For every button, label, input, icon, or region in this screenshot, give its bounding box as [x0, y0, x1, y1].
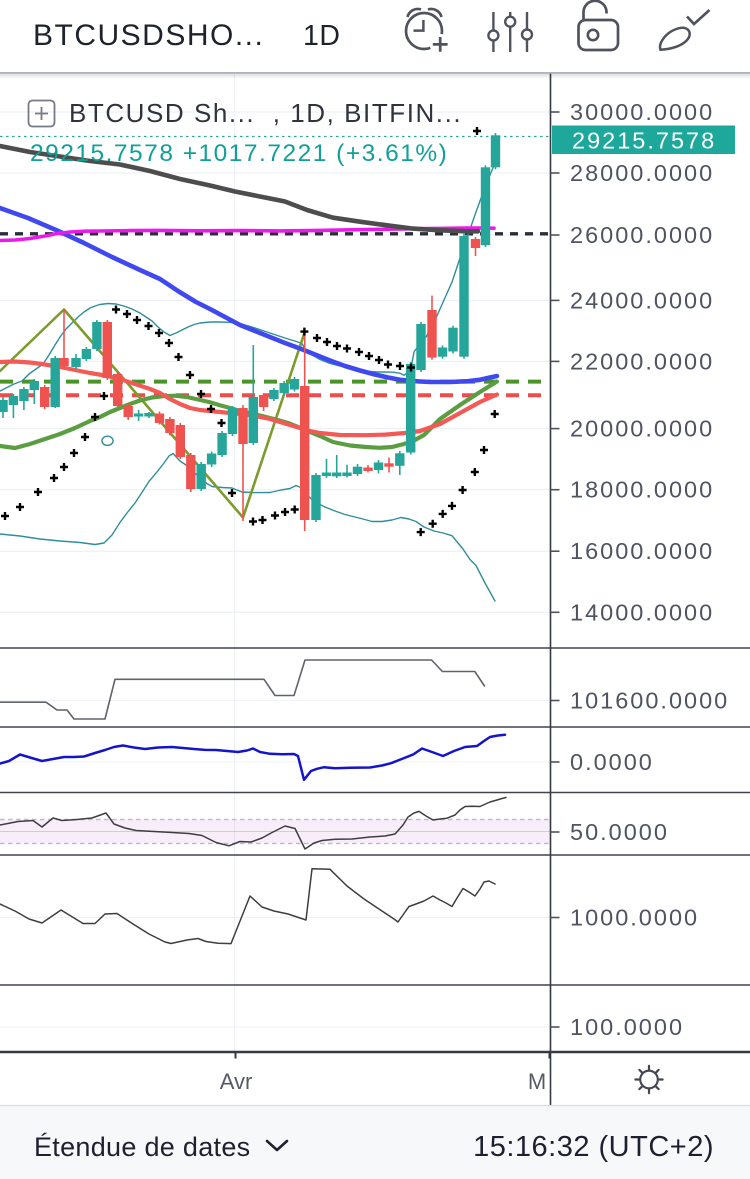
svg-text:29215.7578 +1017.7221 (+3.61%): 29215.7578 +1017.7221 (+3.61%)	[30, 140, 448, 167]
svg-text:15:16:32 (UTC+2): 15:16:32 (UTC+2)	[473, 1131, 714, 1163]
svg-text:1000.0000: 1000.0000	[570, 905, 699, 931]
svg-text:20000.0000: 20000.0000	[570, 416, 714, 442]
svg-text:18000.0000: 18000.0000	[570, 477, 714, 503]
svg-text:100.0000: 100.0000	[570, 1014, 684, 1040]
svg-text:BTCUSD Sh... , 1D, BITFIN...: BTCUSD Sh... , 1D, BITFIN...	[69, 98, 462, 128]
svg-text:1D: 1D	[303, 20, 340, 52]
svg-text:101600.0000: 101600.0000	[570, 688, 729, 714]
svg-text:16000.0000: 16000.0000	[570, 538, 714, 564]
svg-text:M: M	[528, 1069, 546, 1094]
svg-text:28000.0000: 28000.0000	[570, 160, 714, 186]
svg-text:Avr: Avr	[220, 1069, 253, 1094]
svg-text:22000.0000: 22000.0000	[570, 348, 714, 374]
svg-text:0.0000: 0.0000	[570, 749, 654, 775]
svg-text:30000.0000: 30000.0000	[570, 99, 714, 125]
svg-text:Étendue de dates: Étendue de dates	[34, 1132, 250, 1162]
svg-text:24000.0000: 24000.0000	[570, 287, 714, 313]
svg-text:50.0000: 50.0000	[570, 819, 669, 845]
svg-text:26000.0000: 26000.0000	[570, 222, 714, 248]
svg-text:14000.0000: 14000.0000	[570, 599, 714, 625]
svg-text:BTCUSDSHO...: BTCUSDSHO...	[33, 19, 264, 52]
svg-text:29215.7578: 29215.7578	[572, 128, 716, 154]
